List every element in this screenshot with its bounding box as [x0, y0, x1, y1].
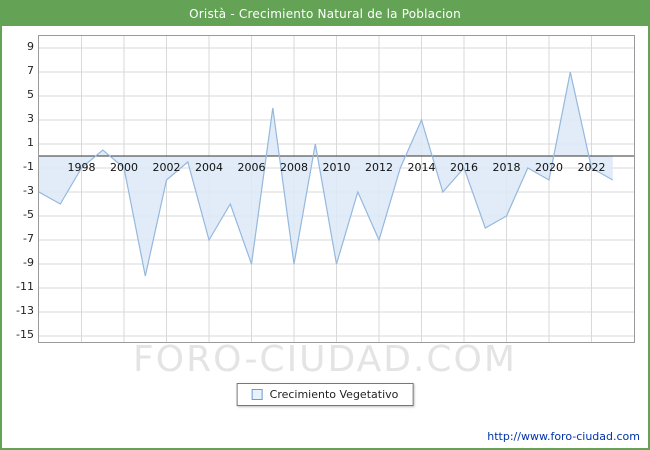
- watermark: FORO-CIUDAD.COM: [133, 339, 517, 380]
- chart-title-bar: Oristà - Crecimiento Natural de la Pobla…: [2, 2, 648, 26]
- y-axis-tick-label: -1: [23, 160, 34, 173]
- y-axis-tick-label: 9: [27, 40, 34, 53]
- y-axis-tick-label: -13: [16, 304, 34, 317]
- x-axis-tick-label: 2018: [493, 161, 521, 174]
- y-axis-tick-label: -7: [23, 232, 34, 245]
- x-axis-tick-label: 2002: [153, 161, 181, 174]
- legend-swatch-icon: [251, 389, 263, 400]
- series-area: [39, 72, 613, 276]
- crecimiento-natural-chart: 1998 2000 2002 2004 2006 2008 2010 2012 2014 2016…: [38, 35, 635, 343]
- y-axis-tick-label: 5: [27, 88, 34, 101]
- y-axis-tick-label: -11: [16, 280, 34, 293]
- x-axis-tick-label: 2014: [408, 161, 436, 174]
- y-axis-tick-label: -3: [23, 184, 34, 197]
- y-axis-tick-label: 1: [27, 136, 34, 149]
- y-axis-tick-label: -15: [16, 328, 34, 341]
- series-line: [39, 71, 614, 277]
- x-axis-tick-label: 2004: [195, 161, 223, 174]
- x-axis-tick-label: 2008: [280, 161, 308, 174]
- legend-label: Crecimiento Vegetativo: [269, 388, 399, 401]
- y-axis-tick-label: -5: [23, 208, 34, 221]
- y-axis-tick-label: -9: [23, 256, 34, 269]
- y-axis-tick-label: 3: [27, 112, 34, 125]
- legend: Crecimiento Vegetativo: [236, 383, 414, 406]
- x-axis-tick-label: 2000: [110, 161, 138, 174]
- chart-title: Oristà - Crecimiento Natural de la Pobla…: [189, 7, 461, 21]
- y-axis-tick-label: 7: [27, 64, 34, 77]
- footer-link[interactable]: http://www.foro-ciudad.com: [487, 430, 640, 443]
- x-axis-tick-label: 1998: [68, 161, 96, 174]
- x-axis-tick-label: 2022: [578, 161, 606, 174]
- x-axis-tick-label: 2006: [238, 161, 266, 174]
- x-axis-tick-label: 2010: [323, 161, 351, 174]
- x-axis-tick-label: 2012: [365, 161, 393, 174]
- x-axis-tick-label: 2020: [535, 161, 563, 174]
- x-axis-tick-label: 2016: [450, 161, 478, 174]
